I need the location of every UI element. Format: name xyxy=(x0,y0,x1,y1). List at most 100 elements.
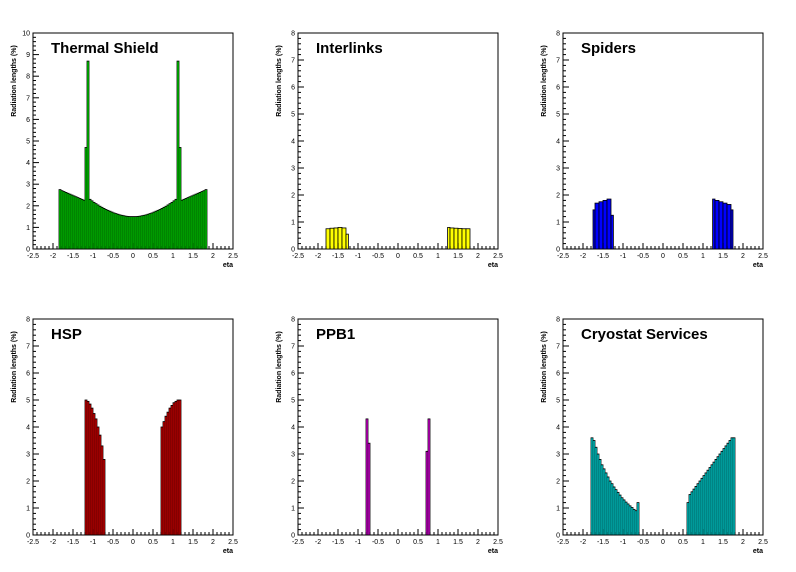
x-tick-label: -2 xyxy=(315,539,321,546)
x-tick-label: 1.5 xyxy=(188,253,198,260)
x-axis-title: eta xyxy=(223,262,233,269)
y-tick-label: 3 xyxy=(26,452,30,459)
y-axis: 0 1 2 3 4 5 6 7 8 xyxy=(26,317,39,540)
y-tick-label: 3 xyxy=(556,452,560,459)
histogram-bars xyxy=(58,60,208,250)
y-tick-label: 3 xyxy=(556,166,560,173)
histogram-bin xyxy=(594,202,600,250)
histogram-bin xyxy=(333,227,339,250)
y-tick-label: 6 xyxy=(291,85,295,92)
y-tick-label: 7 xyxy=(26,95,30,102)
y-tick-label: 8 xyxy=(26,74,30,81)
x-tick-label: -1.5 xyxy=(332,253,344,260)
histogram-bars xyxy=(325,226,471,250)
y-tick-label: 2 xyxy=(26,479,30,486)
histogram-bin xyxy=(345,233,349,250)
panel-title: Interlinks xyxy=(316,40,383,57)
x-tick-label: 1 xyxy=(171,539,175,546)
x-tick-label: 0 xyxy=(396,253,400,260)
y-tick-label: 6 xyxy=(26,371,30,378)
x-tick-label: 1.5 xyxy=(718,253,728,260)
histogram-bin xyxy=(602,199,608,250)
y-tick-label: 0 xyxy=(291,533,295,540)
y-tick-label: 7 xyxy=(291,58,295,65)
y-tick-label: 2 xyxy=(291,479,295,486)
x-tick-label: -1.5 xyxy=(597,253,609,260)
histogram-bin xyxy=(636,502,640,536)
x-tick-label: 0 xyxy=(396,539,400,546)
y-tick-label: 5 xyxy=(26,398,30,405)
x-axis-title: eta xyxy=(753,262,763,269)
x-tick-label: -2.5 xyxy=(27,539,39,546)
plot-frame xyxy=(32,318,234,536)
x-tick-label: -1 xyxy=(90,253,96,260)
y-tick-label: 2 xyxy=(26,203,30,210)
y-tick-label: 4 xyxy=(26,425,30,432)
y-axis: 0 1 2 3 4 5 6 7 8 xyxy=(556,317,569,540)
x-tick-label: 2.5 xyxy=(493,253,503,260)
x-tick-label: 0 xyxy=(131,539,135,546)
x-tick-label: 2 xyxy=(211,253,215,260)
histogram-bin xyxy=(722,202,728,250)
histogram-bin xyxy=(449,227,455,250)
y-tick-label: 7 xyxy=(556,344,560,351)
histogram-bin xyxy=(427,418,431,536)
y-tick-label: 2 xyxy=(556,479,560,486)
y-tick-label: 5 xyxy=(556,112,560,119)
x-tick-label: -2.5 xyxy=(27,253,39,260)
histogram-bin xyxy=(457,228,463,250)
x-tick-label: 1 xyxy=(701,253,705,260)
y-tick-label: 4 xyxy=(291,425,295,432)
y-tick-label: 10 xyxy=(22,31,30,38)
x-tick-label: 0.5 xyxy=(678,253,688,260)
y-tick-label: 4 xyxy=(291,139,295,146)
histogram-bin xyxy=(178,399,182,536)
x-axis-title: eta xyxy=(488,262,498,269)
x-tick-label: -2.5 xyxy=(557,253,569,260)
x-tick-label: 2.5 xyxy=(758,539,768,546)
x-tick-label: -1 xyxy=(620,253,626,260)
x-tick-label: -0.5 xyxy=(637,253,649,260)
x-tick-label: 2.5 xyxy=(758,253,768,260)
x-tick-label: -2 xyxy=(50,539,56,546)
x-axis-title: eta xyxy=(753,548,763,555)
histogram-bin xyxy=(465,228,471,250)
histogram-bin xyxy=(86,60,90,250)
histogram-bin xyxy=(325,228,331,250)
y-tick-label: 9 xyxy=(26,52,30,59)
x-tick-label: 0.5 xyxy=(413,539,423,546)
histogram-bin xyxy=(598,201,604,250)
x-axis: -2.5 -2 -1.5 -1 -0.5 0 0.5 1 1.5 2 2.5 xyxy=(27,529,238,546)
x-tick-label: 1 xyxy=(701,539,705,546)
y-tick-label: 1 xyxy=(556,220,560,227)
y-tick-label: 8 xyxy=(291,317,295,324)
x-tick-label: 2.5 xyxy=(228,539,238,546)
y-tick-label: 5 xyxy=(291,398,295,405)
x-tick-label: 2 xyxy=(211,539,215,546)
x-tick-label: 1 xyxy=(436,253,440,260)
x-tick-label: -0.5 xyxy=(107,539,119,546)
panel-title: Spiders xyxy=(581,40,636,57)
y-axis-title: Radiation lengths (%) xyxy=(541,45,548,117)
x-tick-label: -0.5 xyxy=(637,539,649,546)
x-tick-label: 2.5 xyxy=(493,539,503,546)
y-tick-label: 2 xyxy=(291,193,295,200)
y-tick-label: 4 xyxy=(556,139,560,146)
x-tick-label: 0 xyxy=(661,253,665,260)
x-tick-label: -1.5 xyxy=(67,539,79,546)
chart-ppb1: -2.5 -2 -1.5 -1 -0.5 0 0.5 1 1.5 2 2.5 0 1 2 3 4 5 6 7 8 eta… xyxy=(276,317,503,556)
histogram-bin xyxy=(718,201,724,250)
x-tick-label: -0.5 xyxy=(372,253,384,260)
x-tick-label: -1 xyxy=(90,539,96,546)
plot-frame xyxy=(297,318,499,536)
x-tick-label: -2.5 xyxy=(292,539,304,546)
x-tick-label: 2 xyxy=(741,539,745,546)
y-tick-label: 5 xyxy=(26,139,30,146)
histogram-bin xyxy=(341,227,347,250)
x-tick-label: -1 xyxy=(355,539,361,546)
histogram-bin xyxy=(178,147,182,250)
histogram-bin xyxy=(453,227,459,250)
chart-thermal-shield: -2.5 -2 -1.5 -1 -0.5 0 0.5 1 1.5 2 2.5 0 1 2 3 4 5 6 7 8 9 10… xyxy=(11,31,238,270)
x-axis: -2.5 -2 -1.5 -1 -0.5 0 0.5 1 1.5 2 2.5 xyxy=(292,529,503,546)
